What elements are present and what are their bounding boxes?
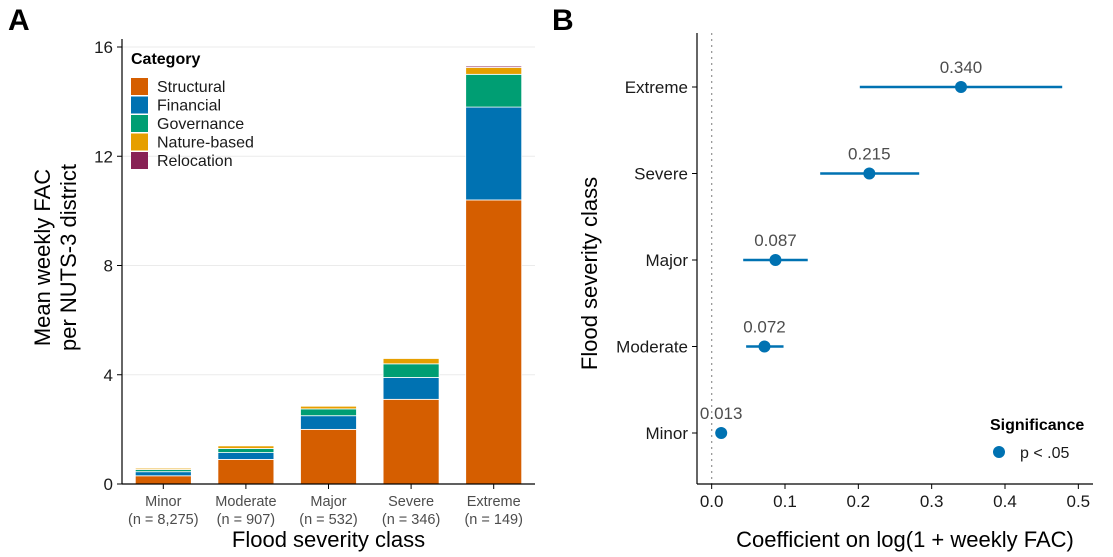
panel-b-legend-title: Significance bbox=[990, 417, 1084, 434]
bar-financial-moderate bbox=[217, 452, 275, 460]
estimate-label-minor: 0.013 bbox=[700, 404, 743, 423]
legend-label-financial: Financial bbox=[157, 98, 221, 115]
y-tick-label: Major bbox=[645, 251, 688, 270]
bar-structural-severe bbox=[382, 398, 440, 485]
panel-tag-b: B bbox=[552, 4, 574, 37]
panel-b-y-axis-title: Flood severity class bbox=[577, 177, 602, 370]
legend-label-governance: Governance bbox=[157, 116, 244, 133]
bar-financial-minor bbox=[134, 471, 192, 477]
legend-swatch-structural bbox=[131, 78, 148, 95]
x-tick-count: (n = 532) bbox=[299, 512, 357, 528]
panel-a-bar-chart: 0 4 8 12 16 Minor (n = 8,275) Moderate (n = 907… bbox=[30, 38, 535, 552]
panel-a-y-axis-title-line1: Mean weekly FAC bbox=[30, 169, 55, 346]
bar-relocation-major bbox=[300, 405, 357, 407]
bar-governance-severe bbox=[382, 363, 440, 378]
panel-b-y-ticks: Minor Moderate Major Severe Extreme bbox=[616, 78, 697, 443]
x-tick-label: 0.5 bbox=[1067, 492, 1091, 511]
bar-financial-severe bbox=[382, 377, 440, 400]
y-tick-label: Moderate bbox=[616, 338, 688, 357]
y-tick-label: 8 bbox=[104, 257, 113, 276]
panel-a-legend-title: Category bbox=[131, 51, 200, 68]
bar-structural-major bbox=[300, 428, 357, 485]
panel-a-y-ticks: 0 4 8 12 16 bbox=[94, 38, 122, 494]
legend-swatch-financial bbox=[131, 96, 148, 114]
y-tick-label: 0 bbox=[104, 475, 113, 494]
bar-financial-major bbox=[300, 415, 357, 430]
panel-a-y-axis-title-line2: per NUTS-3 district bbox=[56, 164, 81, 351]
point-extreme bbox=[955, 81, 967, 93]
panel-b-x-ticks: 0.0 0.1 0.2 0.3 0.4 0.5 bbox=[700, 484, 1090, 511]
x-tick-label: 0.0 bbox=[700, 492, 724, 511]
y-tick-label: 12 bbox=[94, 147, 113, 166]
bar-relocation-severe bbox=[382, 357, 440, 359]
bar-relocation-extreme bbox=[465, 65, 523, 68]
point-moderate bbox=[758, 340, 771, 353]
bar-nature-based-extreme bbox=[465, 67, 523, 75]
x-tick-label: 0.2 bbox=[847, 492, 871, 511]
bar-governance-extreme bbox=[465, 73, 523, 108]
x-tick-label: 0.3 bbox=[920, 492, 944, 511]
point-minor bbox=[715, 427, 728, 439]
panel-a-bars bbox=[134, 65, 523, 485]
legend-label-relocation: Relocation bbox=[157, 153, 233, 170]
y-tick-label: Extreme bbox=[625, 78, 688, 97]
estimate-label-severe: 0.215 bbox=[848, 145, 891, 164]
bar-structural-minor bbox=[134, 475, 192, 485]
estimate-label-major: 0.087 bbox=[754, 231, 797, 250]
y-tick-label: Minor bbox=[645, 424, 688, 443]
bar-relocation-moderate bbox=[217, 444, 275, 447]
bar-nature-based-moderate bbox=[217, 445, 275, 449]
x-tick-count: (n = 907) bbox=[217, 512, 275, 528]
panel-a-x-axis-title: Flood severity class bbox=[232, 527, 425, 552]
bar-structural-extreme bbox=[465, 199, 523, 485]
estimate-label-extreme: 0.340 bbox=[940, 58, 983, 77]
x-tick-label: Major bbox=[310, 494, 346, 510]
point-severe bbox=[863, 167, 876, 180]
estimate-label-moderate: 0.072 bbox=[743, 318, 786, 337]
x-tick-label: 0.4 bbox=[993, 492, 1017, 511]
legend-label-nature-based: Nature-based bbox=[157, 135, 254, 152]
x-tick-label: Severe bbox=[388, 494, 434, 510]
bar-structural-moderate bbox=[217, 459, 275, 485]
panel-b-marks: 0.013 0.072 0.087 0.215 0.340 bbox=[700, 58, 1063, 439]
bar-nature-based-major bbox=[300, 405, 357, 410]
legend-swatch-nature-based bbox=[131, 133, 148, 151]
x-tick-label: 0.1 bbox=[773, 492, 797, 511]
x-tick-label: Minor bbox=[145, 494, 181, 510]
y-tick-label: Severe bbox=[634, 165, 688, 184]
legend-label-structural: Structural bbox=[157, 79, 225, 96]
panel-tag-a: A bbox=[8, 4, 30, 37]
x-tick-count: (n = 149) bbox=[464, 512, 522, 528]
panel-b-legend-marker bbox=[993, 446, 1005, 458]
panel-b-legend: Significance p < .05 bbox=[990, 417, 1084, 462]
legend-swatch-relocation bbox=[131, 152, 148, 169]
bar-nature-based-severe bbox=[382, 357, 440, 365]
bar-relocation-minor bbox=[134, 467, 192, 469]
y-tick-label: 4 bbox=[104, 366, 113, 385]
panel-b-x-axis-title: Coefficient on log(1 + weekly FAC) bbox=[736, 527, 1074, 552]
panel-a-x-ticks: Minor (n = 8,275) Moderate (n = 907) Major (n… bbox=[128, 484, 523, 528]
panel-b-legend-label: p < .05 bbox=[1020, 445, 1069, 462]
legend-swatch-governance bbox=[131, 115, 148, 132]
bar-financial-extreme bbox=[465, 106, 523, 201]
point-major bbox=[769, 254, 782, 266]
x-tick-count: (n = 346) bbox=[382, 512, 440, 528]
bar-governance-moderate bbox=[217, 448, 275, 453]
x-tick-label: Moderate bbox=[215, 494, 276, 510]
bar-governance-major bbox=[300, 408, 357, 417]
x-tick-label: Extreme bbox=[467, 494, 521, 510]
y-tick-label: 16 bbox=[94, 38, 113, 57]
x-tick-count: (n = 8,275) bbox=[128, 512, 199, 528]
